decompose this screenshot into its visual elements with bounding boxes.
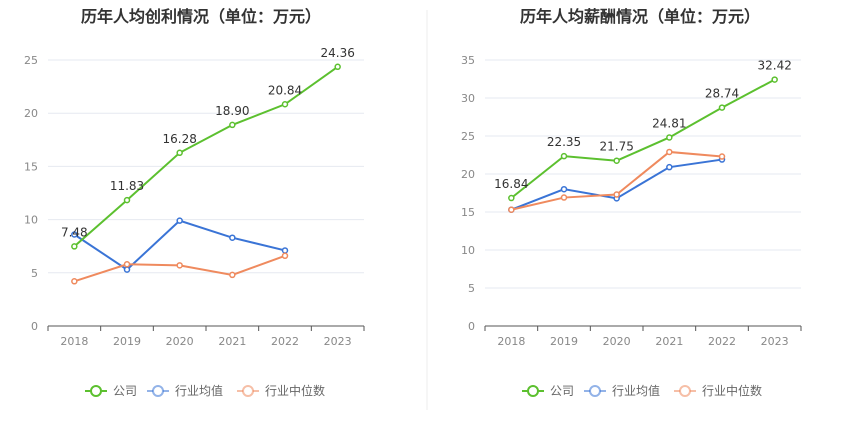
y-tick-label: 5 — [31, 267, 38, 280]
legend-label: 行业均值 — [175, 383, 223, 398]
data-point[interactable] — [71, 278, 78, 285]
data-point[interactable] — [666, 148, 673, 156]
legend-item-2[interactable]: 行业中位数 — [674, 383, 762, 398]
data-point[interactable] — [560, 152, 568, 160]
data-point[interactable] — [229, 234, 236, 241]
profit-per-capita-chart: 历年人均创利情况（单位：万元） 0 5 10 15 20 25 2018 2019 2020 202… — [24, 7, 365, 398]
data-point[interactable] — [771, 76, 778, 83]
data-point[interactable] — [176, 149, 183, 157]
data-label: 21.75 — [599, 140, 633, 154]
data-label: 24.81 — [652, 116, 686, 130]
data-point[interactable] — [281, 252, 289, 260]
data-label: 32.42 — [757, 59, 791, 73]
data-point[interactable] — [508, 206, 515, 213]
y-tick-label: 35 — [461, 54, 475, 67]
data-point[interactable] — [123, 261, 131, 268]
y-tick-label: 10 — [24, 214, 38, 227]
series-line-0 — [510, 78, 776, 199]
y-tick-label: 20 — [461, 168, 475, 181]
x-tick-label: 2021 — [655, 335, 683, 348]
data-point[interactable] — [508, 194, 515, 202]
data-point[interactable] — [176, 262, 183, 269]
data-point[interactable] — [123, 196, 131, 204]
data-point[interactable] — [71, 231, 78, 238]
legend-marker — [242, 385, 254, 397]
x-tick-label: 2021 — [218, 335, 246, 348]
data-label: 7.48 — [61, 225, 88, 239]
data-label: 28.74 — [705, 87, 739, 101]
legend-item-0[interactable]: 公司 — [85, 384, 137, 398]
y-tick-label: 15 — [24, 160, 38, 173]
series-line-0 — [73, 65, 339, 248]
data-label: 18.90 — [215, 104, 249, 118]
data-point[interactable] — [229, 271, 236, 279]
chart-title: 历年人均薪酬情况（单位：万元） — [520, 7, 760, 26]
salary-per-capita-chart: 历年人均薪酬情况（单位：万元） 0 5 10 15 20 25 30 35 2018 2019 202… — [461, 7, 802, 398]
data-label: 22.35 — [547, 135, 581, 149]
data-point[interactable] — [281, 247, 289, 254]
data-point[interactable] — [718, 153, 726, 160]
chart-title: 历年人均创利情况（单位：万元） — [81, 7, 321, 26]
y-tick-label: 25 — [24, 54, 38, 67]
legend-item-1[interactable]: 行业均值 — [147, 383, 223, 398]
x-tick-label: 2020 — [166, 335, 194, 348]
legend-item-0[interactable]: 公司 — [522, 384, 574, 398]
data-point[interactable] — [718, 104, 726, 111]
x-tick-label: 2018 — [497, 335, 525, 348]
legend-label: 行业中位数 — [265, 383, 325, 398]
legend-item-2[interactable]: 行业中位数 — [237, 383, 325, 398]
y-tick-label: 5 — [468, 282, 475, 295]
x-tick-label: 2023 — [324, 335, 352, 348]
data-point[interactable] — [334, 63, 341, 71]
y-tick-label: 15 — [461, 206, 475, 219]
x-tick-label: 2019 — [113, 335, 141, 348]
legend-marker — [152, 385, 164, 397]
data-point[interactable] — [666, 163, 673, 171]
data-point[interactable] — [71, 243, 78, 250]
data-label: 16.28 — [162, 132, 196, 146]
y-tick-label: 0 — [468, 320, 475, 333]
y-tick-label: 10 — [461, 244, 475, 257]
x-tick-label: 2020 — [603, 335, 631, 348]
x-tick-label: 2023 — [761, 335, 789, 348]
legend-label: 公司 — [550, 384, 574, 398]
data-label: 20.84 — [268, 83, 302, 97]
data-label: 24.36 — [320, 46, 354, 60]
data-label: 11.83 — [110, 179, 144, 193]
x-tick-label: 2018 — [60, 335, 88, 348]
y-tick-label: 25 — [461, 130, 475, 143]
data-point[interactable] — [666, 134, 673, 141]
data-point[interactable] — [229, 121, 236, 129]
legend-item-1[interactable]: 行业均值 — [584, 383, 660, 398]
legend-label: 行业均值 — [612, 383, 660, 398]
data-point[interactable] — [560, 185, 568, 193]
x-tick-label: 2022 — [708, 335, 736, 348]
data-point[interactable] — [176, 217, 183, 224]
legend-marker — [679, 385, 691, 397]
y-tick-label: 20 — [24, 107, 38, 120]
data-point[interactable] — [613, 157, 620, 164]
data-point[interactable] — [560, 194, 568, 201]
x-tick-label: 2022 — [271, 335, 299, 348]
legend-marker — [90, 385, 102, 397]
legend-marker — [589, 385, 601, 397]
data-point[interactable] — [123, 266, 131, 273]
legend-label: 公司 — [113, 384, 137, 398]
data-point[interactable] — [281, 101, 289, 108]
data-label: 16.84 — [494, 177, 528, 191]
y-tick-label: 0 — [31, 320, 38, 333]
legend-marker — [527, 385, 539, 397]
legend-label: 行业中位数 — [702, 383, 762, 398]
x-tick-label: 2019 — [550, 335, 578, 348]
y-tick-label: 30 — [461, 92, 475, 105]
data-point[interactable] — [613, 191, 620, 198]
